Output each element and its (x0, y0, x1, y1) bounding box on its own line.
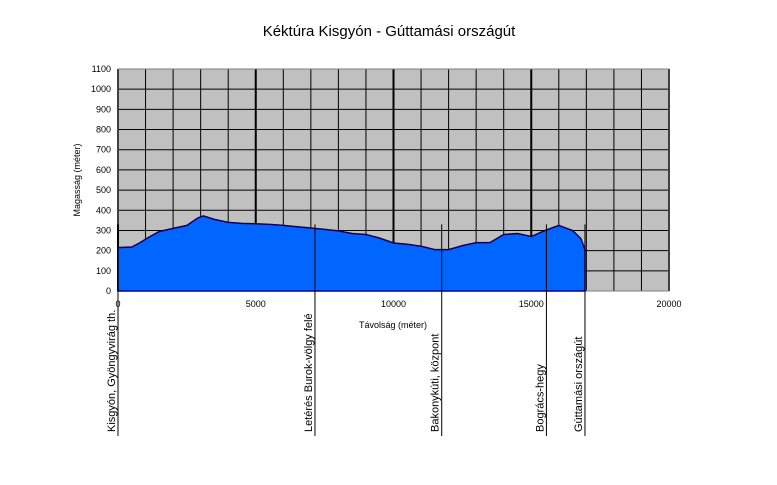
waypoint-label: Gúttamási országút (573, 337, 585, 432)
y-tick-label: 900 (96, 104, 111, 114)
waypoint-label: Bogrács-hegy (534, 364, 546, 432)
waypoint-markers: Kisgyón, Gyöngyvirág th. Letérés Burok-vö… (106, 224, 586, 436)
y-tick-label: 800 (96, 125, 111, 135)
y-tick-label: 600 (96, 165, 111, 175)
y-axis-ticks: 0 100 200 300 400 500 600 700 800 900 1000 1100 (91, 64, 111, 296)
y-tick-label: 300 (96, 225, 111, 235)
x-axis-label: Távolság (méter) (359, 320, 427, 330)
y-tick-label: 100 (96, 266, 111, 276)
x-tick-label: 5000 (246, 299, 266, 309)
elevation-area (117, 215, 586, 292)
y-axis-label: Magasság (méter) (72, 143, 82, 216)
y-tick-label: 500 (96, 185, 111, 195)
waypoint-label: Letérés Burok-völgy felé (303, 313, 315, 432)
y-tick-label: 200 (96, 246, 111, 256)
x-tick-label: 20000 (656, 299, 681, 309)
y-tick-label: 0 (106, 286, 111, 296)
y-tick-label: 400 (96, 205, 111, 215)
chart-title: Kéktúra Kisgyón - Gúttamási országút (263, 23, 516, 40)
x-tick-label: 10000 (381, 299, 406, 309)
x-tick-label: 15000 (519, 299, 544, 309)
waypoint-label: Bakonykúti, központ (430, 334, 442, 432)
y-tick-label: 1100 (92, 64, 111, 74)
y-tick-label: 1000 (91, 84, 111, 94)
waypoint-label: Kisgyón, Gyöngyvirág th. (106, 310, 118, 432)
y-tick-label: 700 (96, 145, 111, 155)
